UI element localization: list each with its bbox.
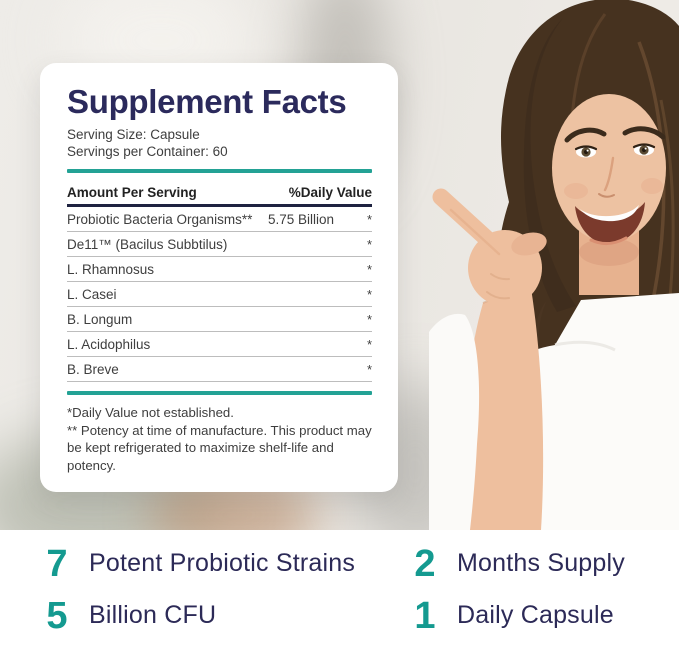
stat-number: 1 [414,594,436,637]
stat-number: 7 [46,542,68,585]
teal-divider-top [67,169,372,174]
daily-value-mark: * [366,311,372,327]
stat-months-supply: 2 Months Supply [368,542,679,586]
face [552,94,666,295]
card-title: Supplement Facts [67,83,347,120]
table-row: L. Rhamnosus * [67,257,372,283]
stat-label: Billion CFU [89,601,217,629]
stat-daily-capsule: 1 Daily Capsule [368,594,679,638]
table-row: B. Longum * [67,307,372,333]
ingredient-name: Probiotic Bacteria Organisms** [67,211,253,227]
marketing-stats: 7 Potent Probiotic Strains 2 Months Supp… [0,530,679,647]
table-row: L. Acidophilus * [67,332,372,358]
smile [575,202,645,245]
stat-label: Months Supply [457,549,625,577]
column-header-daily-value: %Daily Value [288,185,372,201]
serving-size: Serving Size: Capsule [67,127,200,143]
ingredient-name: L. Casei [67,286,117,302]
daily-value-mark: * [366,211,372,227]
stat-number: 2 [414,542,436,585]
table-row: B. Breve * [67,357,372,383]
right-eyebrow [622,126,666,140]
left-eyebrow [564,127,607,143]
table-row: Probiotic Bacteria Organisms** 5.75 Bill… [67,207,372,233]
tshirt-sleeve [429,313,480,530]
column-header-amount: Amount Per Serving [67,185,197,201]
supplement-facts-card: Supplement Facts Serving Size: Capsule S… [40,63,398,493]
footnote-potency: ** Potency at time of manufacture. This … [67,422,372,473]
stat-billion-cfu: 5 Billion CFU [0,594,368,638]
footnote-daily-value: *Daily Value not established. [67,405,234,421]
pointing-hand [432,188,547,530]
nose [603,156,615,192]
stat-label: Daily Capsule [457,601,614,629]
daily-value-mark: * [366,286,372,302]
stat-probiotic-strains: 7 Potent Probiotic Strains [0,542,368,586]
ingredient-name: De11™ (Bacilus Subbtilus) [67,236,228,252]
woman-pointing-illustration [429,0,679,530]
ingredient-name: L. Acidophilus [67,336,151,352]
stat-number: 5 [46,594,68,637]
eyes [574,143,656,158]
stat-label: Potent Probiotic Strains [89,549,356,577]
table-row: L. Casei * [67,282,372,308]
daily-value-mark: * [366,236,372,252]
teal-divider-bottom [67,391,372,396]
daily-value-mark: * [366,261,372,277]
ingredient-name: B. Longum [67,311,133,327]
header-rule [67,204,372,208]
daily-value-mark: * [366,336,372,352]
daily-value-mark: * [366,361,372,377]
ingredient-amount: 5.75 Billion [267,211,334,227]
ingredient-name: L. Rhamnosus [67,261,155,277]
table-row: De11™ (Bacilus Subbtilus) * [67,232,372,258]
servings-per-container: Servings per Container: 60 [67,144,228,160]
ingredient-name: B. Breve [67,361,119,377]
